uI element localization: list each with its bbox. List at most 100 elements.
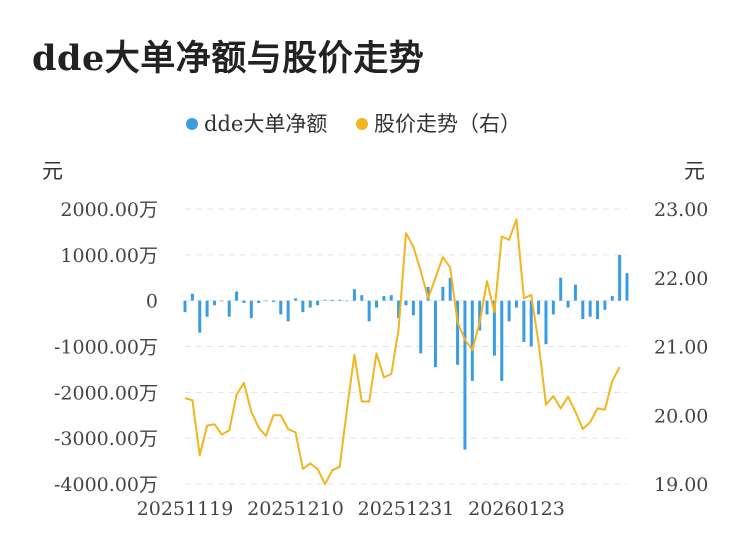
line-point[interactable] [302,468,304,470]
line-point[interactable] [213,423,215,425]
line-point[interactable] [346,407,348,409]
line-point[interactable] [537,342,539,344]
line-point[interactable] [545,404,547,406]
bar[interactable] [507,300,511,322]
line-point[interactable] [294,431,296,433]
bar[interactable] [573,284,577,301]
bar[interactable] [485,300,489,315]
line-point[interactable] [316,468,318,470]
legend-marker-line[interactable] [356,118,368,130]
legend-marker-bar[interactable] [186,118,198,130]
bar[interactable] [618,254,622,301]
line-point[interactable] [604,409,606,411]
bar[interactable] [227,300,231,317]
bar[interactable] [323,299,327,301]
bar[interactable] [610,296,614,301]
bar[interactable] [448,277,452,301]
bar[interactable] [360,295,364,301]
line-point[interactable] [515,218,517,220]
bar[interactable] [294,298,297,301]
line-point[interactable] [353,354,355,356]
line-point[interactable] [449,266,451,268]
bar[interactable] [478,300,482,331]
line-point[interactable] [191,399,193,401]
line-point[interactable] [501,235,503,237]
bar[interactable] [212,300,216,306]
bar[interactable] [235,291,239,301]
bar[interactable] [198,300,202,333]
line-point[interactable] [486,280,488,282]
price-line[interactable] [184,218,621,485]
line-point[interactable] [339,466,341,468]
line-point[interactable] [611,380,613,382]
line-point[interactable] [471,349,473,351]
line-point[interactable] [199,454,201,456]
bar[interactable] [316,300,320,306]
line-point[interactable] [397,328,399,330]
bar[interactable] [515,300,518,308]
bar[interactable] [419,300,423,354]
bar[interactable] [596,300,600,319]
line-point[interactable] [243,382,245,384]
bar[interactable] [529,300,533,347]
bar[interactable] [271,300,275,303]
bar[interactable] [456,300,460,365]
line-point[interactable] [596,407,598,409]
line-point[interactable] [206,424,208,426]
bar[interactable] [537,300,541,315]
bar[interactable] [220,300,224,302]
bar[interactable] [470,300,474,381]
bar[interactable] [389,295,393,301]
line-point[interactable] [456,321,458,323]
line-point[interactable] [265,435,267,437]
bar[interactable] [301,300,305,313]
line-point[interactable] [478,321,480,323]
bar[interactable] [463,300,467,450]
line-point[interactable] [523,297,525,299]
line-point[interactable] [412,246,414,248]
bar[interactable] [183,300,187,313]
line-point[interactable] [331,469,333,471]
bar[interactable] [433,300,437,368]
line-point[interactable] [589,421,591,423]
line-point[interactable] [361,400,363,402]
line-point[interactable] [552,395,554,397]
bar[interactable] [367,300,371,322]
bar[interactable] [338,299,342,301]
bar[interactable] [581,300,585,319]
bar[interactable] [397,300,401,319]
bar[interactable] [264,300,268,302]
legend-label-bar[interactable]: dde大单净额 [204,112,327,136]
bar[interactable] [559,277,563,301]
bar[interactable] [588,300,592,317]
bar[interactable] [345,300,349,302]
bar[interactable] [426,286,430,301]
line-point[interactable] [464,338,466,340]
line-point[interactable] [530,294,532,296]
line-point[interactable] [368,400,370,402]
legend-label-line[interactable]: 股价走势（右） [374,112,521,136]
line-point[interactable] [257,426,259,428]
line-point[interactable] [287,428,289,430]
bar[interactable] [330,299,334,301]
bar[interactable] [286,300,290,322]
bar[interactable] [441,286,445,301]
line-point[interactable] [272,414,274,416]
line-point[interactable] [250,411,252,413]
line-point[interactable] [375,352,377,354]
line-point[interactable] [434,277,436,279]
bar[interactable] [566,300,570,308]
line-point[interactable] [567,395,569,397]
line-point[interactable] [405,232,407,234]
line-point[interactable] [390,373,392,375]
bar[interactable] [411,300,415,316]
line-point[interactable] [280,414,282,416]
line-point[interactable] [427,297,429,299]
line-point[interactable] [235,393,237,395]
bar[interactable] [249,300,253,319]
line-point[interactable] [309,462,311,464]
line-point[interactable] [618,366,620,368]
line-point[interactable] [383,376,385,378]
line-point[interactable] [560,407,562,409]
bar[interactable] [382,296,386,301]
